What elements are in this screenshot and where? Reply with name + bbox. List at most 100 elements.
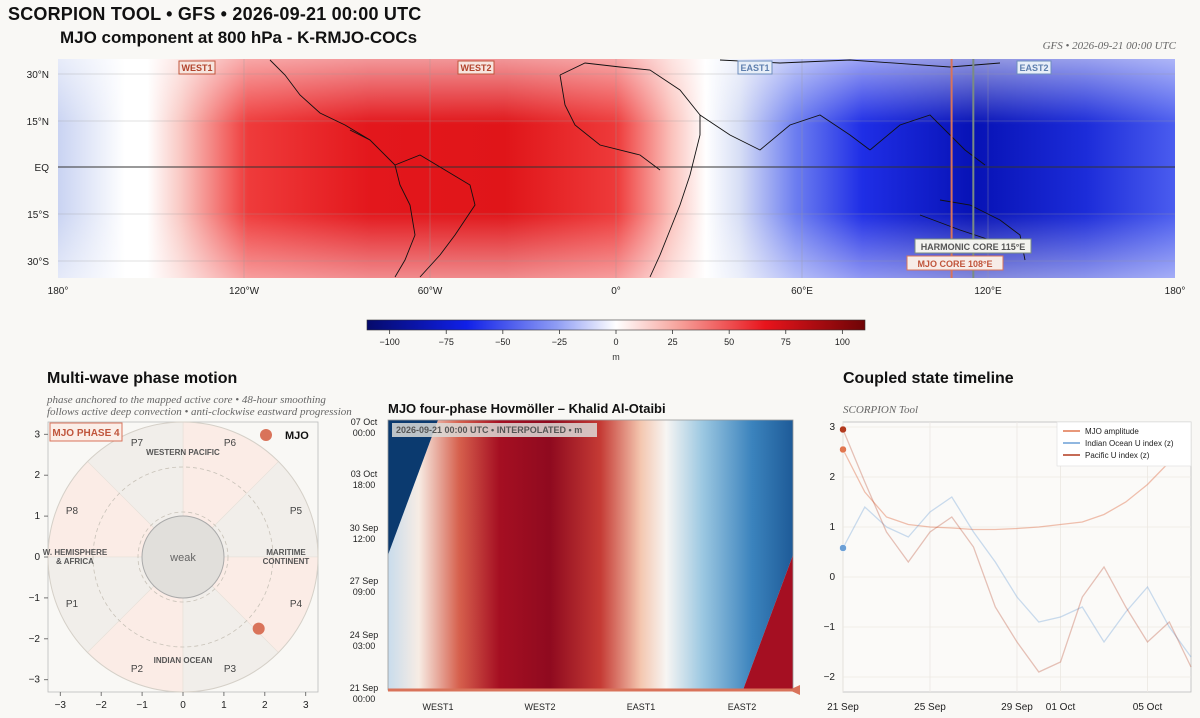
- phase-ytick-label: −3: [29, 675, 41, 686]
- box-west1: [178, 60, 216, 75]
- phase-ytick-label: −2: [29, 634, 41, 645]
- timeline-series-start-marker: [839, 425, 847, 434]
- phase-label-p4: P4: [290, 599, 303, 610]
- phase-xtick-label: −3: [55, 700, 67, 711]
- colorbar-tick-label: 50: [724, 337, 734, 347]
- hov-ytick-3a: 30 Sep: [350, 523, 379, 533]
- timeline-xtick-label: 05 Oct: [1133, 702, 1163, 713]
- colorbar-ramp: [366, 319, 866, 331]
- phase-xtick-label: 0: [180, 700, 186, 711]
- map-xtick: 120°E: [974, 286, 1002, 297]
- colorbar-tick-label: 0: [613, 337, 618, 347]
- box-east2-label: EAST2: [1019, 63, 1048, 73]
- phase-note-line1: phase anchored to the mapped active core…: [47, 394, 326, 406]
- colorbar-tick-label: 100: [835, 337, 850, 347]
- timeline-title: Coupled state timeline: [843, 370, 1014, 387]
- hov-xtick-east1: EAST1: [627, 702, 656, 712]
- colorbar-tick-label: −25: [552, 337, 567, 347]
- hov-ytick-5b: 03:00: [353, 641, 376, 651]
- region-maritime-2: CONTINENT: [263, 557, 310, 566]
- timeline-series-start-marker: [839, 544, 847, 552]
- phase-diagram: weak WESTERN PACIFIC MARITIME CONTINENT …: [29, 421, 319, 711]
- hov-xtick-east2: EAST2: [728, 702, 757, 712]
- app-title: SCORPION TOOL • GFS • 2026-09-21 00:00 U…: [8, 4, 422, 24]
- hovmoller-field: [388, 420, 793, 690]
- map-xtick: 60°E: [791, 286, 813, 297]
- phase-panel-note: phase anchored to the mapped active core…: [47, 394, 352, 418]
- timeline-series-line: [842, 429, 1192, 673]
- phase-ytick-label: 0: [34, 552, 40, 563]
- phase-xtick-label: −1: [136, 700, 148, 711]
- phase-label-p6: P6: [224, 438, 237, 449]
- hov-ytick-1b: 00:00: [353, 428, 376, 438]
- timeline-subtitle: SCORPION Tool: [843, 404, 919, 416]
- hov-ytick-2a: 03 Oct: [351, 469, 378, 479]
- phase-xtick-label: 2: [262, 700, 268, 711]
- region-boxes: WEST1 WEST2 EAST1 EAST2: [178, 60, 1052, 75]
- timeline-xtick-label: 29 Sep: [1001, 702, 1033, 713]
- map-xtick: 0°: [611, 286, 621, 297]
- region-whem-2: & AFRICA: [56, 557, 94, 566]
- timeline-chart: 3 2 1 0 −1 −2 21 Sep 25 Sep 29 Sep 01 Oct 05 Oct M…: [824, 421, 1192, 713]
- mjo-point: [252, 622, 265, 635]
- map-xtick: 120°W: [229, 286, 260, 297]
- region-whem-1: W. HEMISPHERE: [43, 548, 108, 557]
- hovmoller-panel: 2026-09-21 00:00 UTC • INTERPOLATED • m …: [350, 417, 800, 712]
- timeline-xtick-label: 21 Sep: [827, 702, 859, 713]
- phase-note-line2: follows active deep convection • anti-cl…: [47, 406, 352, 418]
- timeline-series-line: [842, 496, 1192, 658]
- colorbar-tick-label: −100: [379, 337, 399, 347]
- hovmoller-banner: 2026-09-21 00:00 UTC • INTERPOLATED • m: [396, 425, 582, 435]
- hov-xtick-west2: WEST2: [524, 702, 555, 712]
- phase-legend-marker: [260, 429, 272, 441]
- phase-xtick-label: −2: [95, 700, 107, 711]
- phase-label-p3: P3: [224, 664, 237, 675]
- map-ytick: 30°S: [27, 257, 49, 268]
- phase-xtick-label: 3: [303, 700, 309, 711]
- timeline-series-start-marker: [839, 445, 847, 454]
- timeline-ytick-label: −1: [824, 622, 836, 633]
- coastlines: [269, 59, 1026, 278]
- weak-label: weak: [169, 552, 196, 564]
- box-west1-label: WEST1: [181, 63, 212, 73]
- hov-ytick-1a: 07 Oct: [351, 417, 378, 427]
- box-west2: [457, 60, 495, 75]
- colorbar-unit: m: [612, 352, 620, 362]
- hov-ytick-3b: 12:00: [353, 534, 376, 544]
- phase-label-p7: P7: [131, 438, 144, 449]
- colorbar-tick-label: 25: [668, 337, 678, 347]
- hov-ytick-6b: 00:00: [353, 694, 376, 704]
- phase-xtick-label: 1: [221, 700, 227, 711]
- map-ytick: 15°S: [27, 210, 49, 221]
- timeline-legend: [1056, 421, 1192, 467]
- phase-label-p1: P1: [66, 599, 79, 610]
- phase-ytick-label: 2: [34, 470, 40, 481]
- mjo-core-label: MJO CORE 108°E: [917, 259, 992, 269]
- timeline-xtick-label: 01 Oct: [1046, 702, 1076, 713]
- mjo-core-badge: [906, 255, 1004, 271]
- colorbar-tick-label: −50: [495, 337, 510, 347]
- phase-label-p8: P8: [66, 506, 79, 517]
- timeline-xtick-label: 25 Sep: [914, 702, 946, 713]
- phase-panel-title: Multi-wave phase motion: [47, 370, 238, 387]
- hov-ytick-6a: 21 Sep: [350, 683, 379, 693]
- hov-ytick-4a: 27 Sep: [350, 576, 379, 586]
- box-west2-label: WEST2: [460, 63, 491, 73]
- hovmoller-now-marker: [789, 685, 800, 695]
- colorbar-tick-label: 75: [781, 337, 791, 347]
- hov-ytick-2b: 18:00: [353, 480, 376, 490]
- map-ytick: 30°N: [27, 70, 49, 81]
- phase-badge: [49, 422, 123, 442]
- box-east1: [737, 60, 773, 75]
- phase-legend-label: MJO: [285, 430, 309, 442]
- harmonic-core-badge: [914, 238, 1032, 254]
- map-xtick: 60°W: [418, 286, 443, 297]
- hovmoller-banner-bg: [392, 423, 597, 437]
- region-western-pacific: WESTERN PACIFIC: [146, 448, 220, 457]
- map-xtick: 180°: [48, 286, 69, 297]
- colorbar: −100 −75 −50 −25 0 25 50 75 100 m: [366, 319, 866, 362]
- timeline-ytick-label: 1: [829, 522, 835, 533]
- harmonic-core-label: HARMONIC CORE 115°E: [921, 242, 1026, 252]
- box-east1-label: EAST1: [740, 63, 769, 73]
- map-panel: WEST1 WEST2 EAST1 EAST2 HARMONIC CORE 11…: [27, 59, 1185, 297]
